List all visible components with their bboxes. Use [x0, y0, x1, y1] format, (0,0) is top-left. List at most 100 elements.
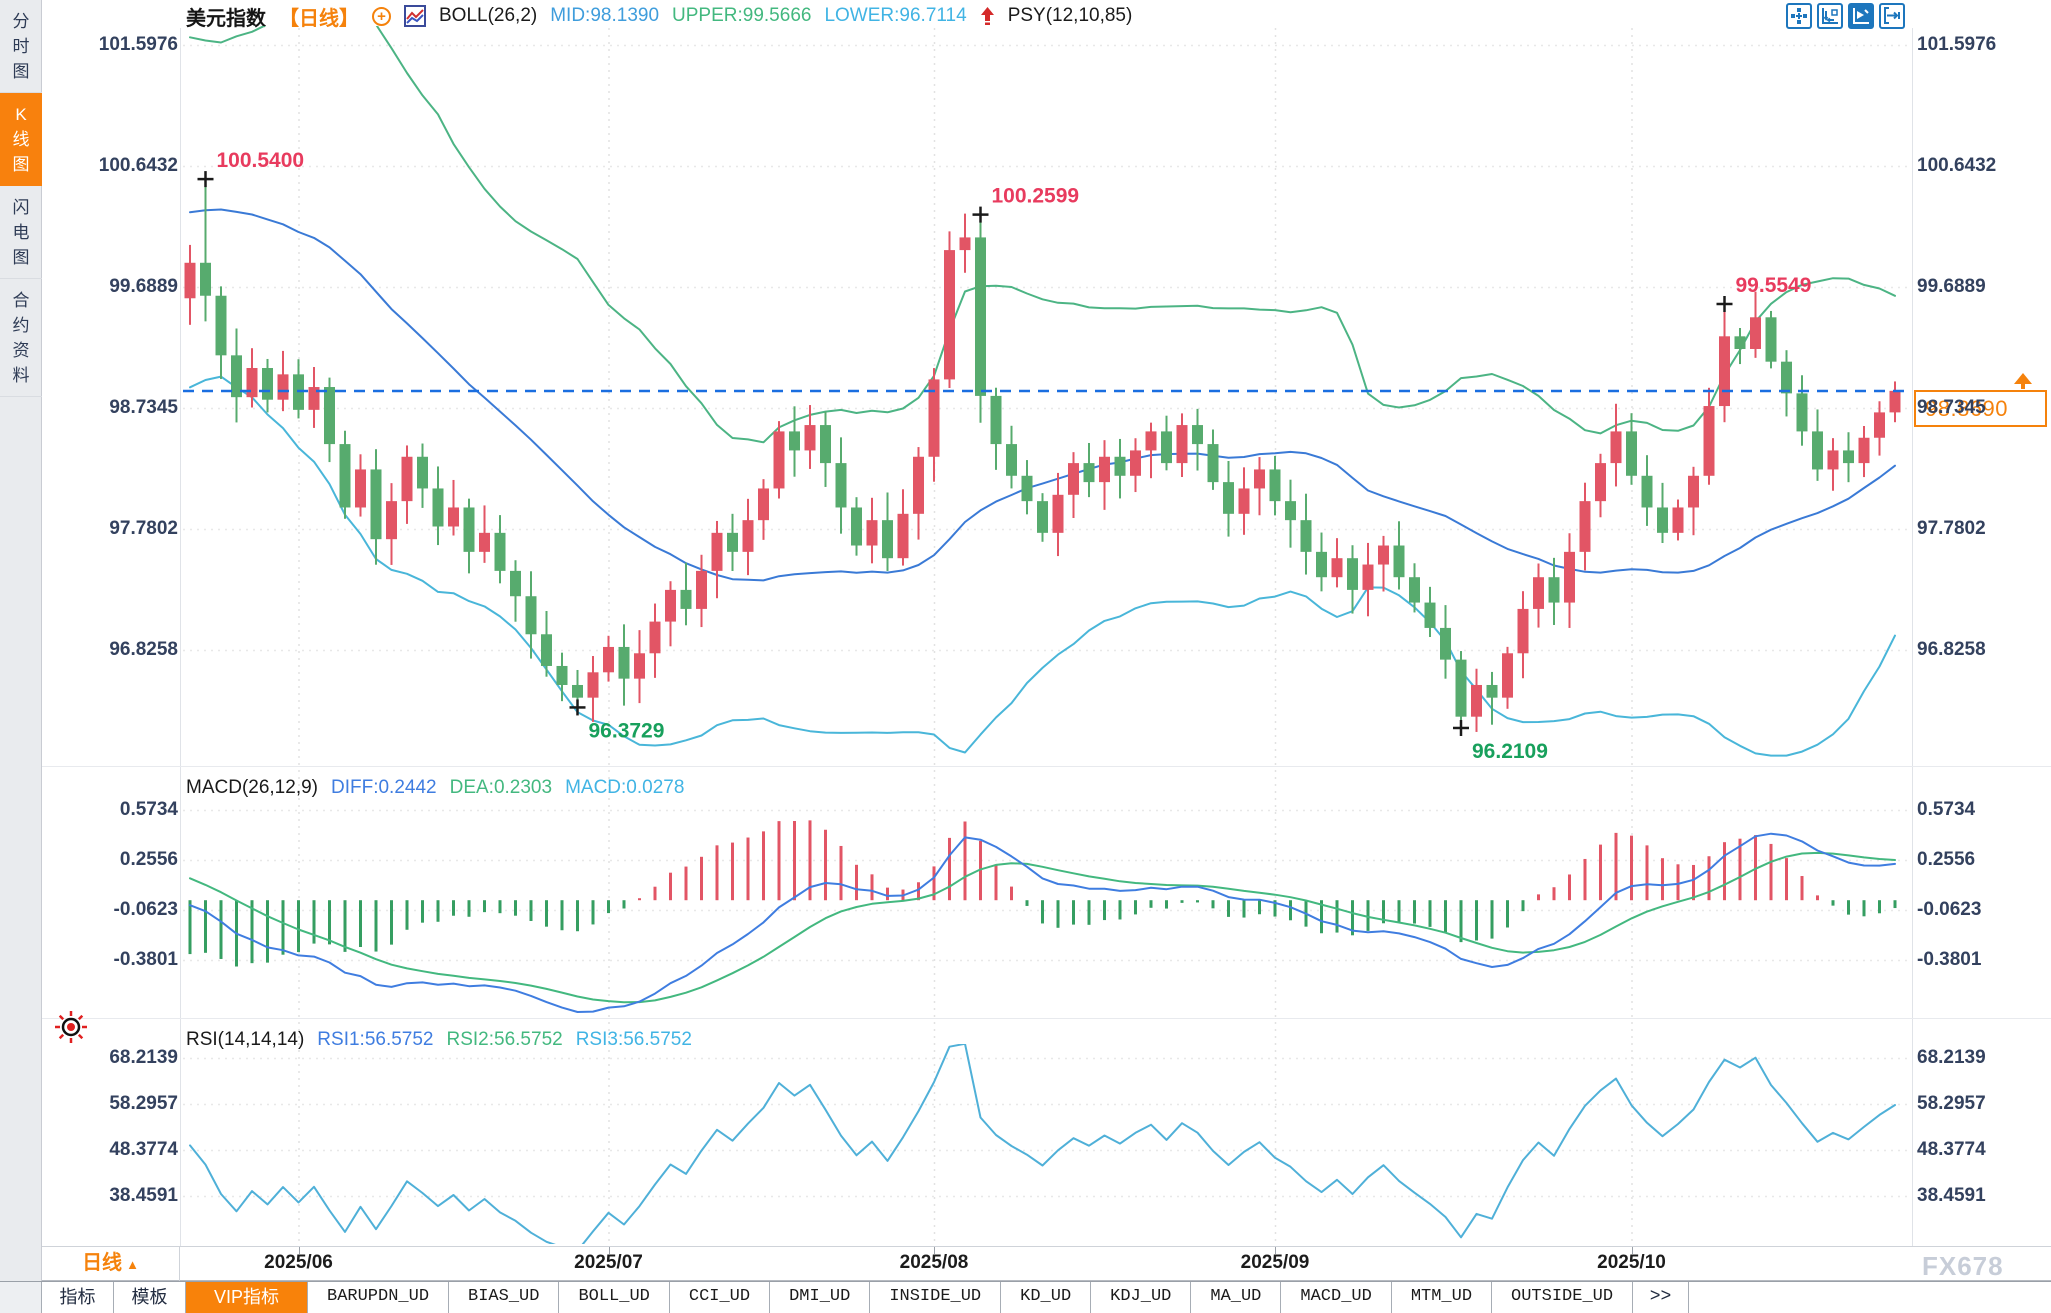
sun-settings-icon[interactable]	[52, 1008, 90, 1051]
period-label: 日线	[82, 1252, 123, 1274]
chart-header: 美元指数 【日线】 + BOLL(26,2) MID:98.1390 UPPER…	[186, 2, 1132, 30]
rsi2-value: RSI2:56.5752	[446, 1029, 563, 1050]
tab-bias_ud[interactable]: BIAS_UD	[449, 1282, 560, 1313]
tab-dmi_ud[interactable]: DMI_UD	[770, 1282, 871, 1313]
month-label: 2025/06	[264, 1252, 333, 1273]
y-axis-tick-label: -0.3801	[1917, 949, 1982, 970]
y-axis-tick-label: 99.6889	[109, 276, 178, 297]
watermark: FX678	[1922, 1251, 2004, 1281]
y-axis-tick-label: 96.8258	[109, 639, 178, 660]
month-label: 2025/09	[1240, 1252, 1310, 1273]
y-axis-tick-label: 0.2556	[119, 849, 178, 870]
month-label: 2025/10	[1597, 1252, 1666, 1273]
y-axis-tick-label: 96.8258	[1917, 639, 1986, 660]
add-indicator-icon[interactable]: +	[372, 6, 391, 26]
month-tick	[1275, 1247, 1276, 1254]
chart-toolbar	[1786, 3, 1905, 29]
tab-templates[interactable]: 模板	[114, 1282, 186, 1313]
y-axis-tick-label: 48.3774	[109, 1139, 178, 1160]
playback-icon[interactable]	[1848, 3, 1874, 29]
tab-macd_ud[interactable]: MACD_UD	[1281, 1282, 1392, 1313]
tab-kd_ud[interactable]: KD_UD	[1001, 1282, 1092, 1313]
boll-upper-value: UPPER:99.5666	[672, 5, 812, 26]
y-axis-tick-label: 0.5734	[119, 799, 178, 820]
y-axis-tick-label: 101.5976	[98, 34, 178, 55]
y-axis-tick-label: 98.7345	[109, 397, 178, 418]
boll-lower-value: LOWER:96.7114	[824, 5, 967, 26]
macd-diff-value: DIFF:0.2442	[331, 777, 437, 798]
y-axis-tick-label: 0.5734	[1917, 799, 1976, 820]
tab-barupdn_ud[interactable]: BARUPDN_UD	[308, 1282, 450, 1313]
indicator-tabbar: 指标 模板 VIP指标 BARUPDN_UD BIAS_UD BOLL_UD CCI_UD D…	[0, 1281, 2051, 1313]
boll-mid-value: MID:98.1390	[550, 5, 660, 26]
expand-right-icon[interactable]	[1879, 3, 1905, 29]
y-axis-tick-label: 101.5976	[1917, 34, 1997, 55]
y-axis-tick-label: 48.3774	[1917, 1139, 1986, 1160]
month-tick	[1631, 1247, 1633, 1254]
y-axis-tick-label: 58.2957	[109, 1093, 178, 1114]
macd-label: MACD(26,12,9)	[186, 777, 318, 798]
instrument-title: 美元指数	[186, 7, 266, 30]
tab-ma_ud[interactable]: MA_UD	[1191, 1282, 1282, 1313]
y-axis-tick-label: 58.2957	[1917, 1093, 1986, 1114]
crosshair-icon[interactable]	[1786, 3, 1812, 29]
y-axis-tick-label: 38.4591	[109, 1185, 178, 1206]
y-axis-tick-label: 98.7345	[1917, 397, 1986, 418]
tab-cci_ud[interactable]: CCI_UD	[670, 1282, 771, 1313]
month-tick	[934, 1247, 935, 1254]
tab-vip-indicators[interactable]: VIP指标	[186, 1282, 308, 1313]
tabbar-stub	[0, 1282, 42, 1313]
panel-separator-rsi	[42, 1018, 2051, 1019]
period-selector[interactable]: 日线 ▲	[42, 1247, 180, 1281]
tab-boll_ud[interactable]: BOLL_UD	[559, 1282, 670, 1313]
tab-inside_ud[interactable]: INSIDE_UD	[870, 1282, 1002, 1313]
sidebar-item-3[interactable]: 合约资料	[0, 279, 42, 397]
sidebar-item-2[interactable]: 闪电图	[0, 186, 42, 279]
y-axis-tick-label: -0.0623	[113, 899, 178, 920]
rsi1-value: RSI1:56.5752	[317, 1029, 434, 1050]
y-axis-tick-label: 0.2556	[1917, 849, 1976, 870]
month-tick	[298, 1247, 300, 1254]
tab-kdj_ud[interactable]: KDJ_UD	[1091, 1282, 1192, 1313]
rsi3-value: RSI3:56.5752	[575, 1029, 692, 1050]
rsi-label: RSI(14,14,14)	[186, 1029, 305, 1050]
rsi-header: RSI(14,14,14) RSI1:56.5752 RSI2:56.5752 …	[186, 1026, 692, 1054]
right-axis-separator	[1912, 28, 1913, 1246]
macd-header: MACD(26,12,9) DIFF:0.2442 DEA:0.2303 MAC…	[186, 774, 684, 802]
boll-label: BOLL(26,2)	[439, 5, 538, 26]
psy-label: PSY(12,10,85)	[1007, 5, 1133, 26]
month-tick	[608, 1247, 610, 1254]
month-label: 2025/07	[574, 1252, 643, 1273]
macd-macd-value: MACD:0.0278	[565, 777, 685, 798]
month-label: 2025/08	[899, 1252, 969, 1273]
price-annotation: 96.2109	[1472, 740, 1548, 763]
y-axis-tick-label: 68.2139	[1917, 1047, 1986, 1068]
price-up-arrow-icon	[2014, 373, 2032, 389]
panel-separator-macd	[42, 766, 2051, 767]
left-axis-separator	[180, 28, 181, 1246]
time-axis: 日线 ▲ 2025/06 2025/07 2025/08 2025/09 2025/10	[42, 1246, 2051, 1281]
tab-mtm_ud[interactable]: MTM_UD	[1392, 1282, 1493, 1313]
price-annotation: 96.3729	[589, 719, 665, 742]
tab-more[interactable]: >>	[1633, 1282, 1690, 1313]
tab-indicators[interactable]: 指标	[42, 1282, 114, 1313]
y-axis-tick-label: 97.7802	[1917, 518, 1986, 539]
y-axis-tick-label: 97.7802	[109, 518, 178, 539]
y-axis-tick-label: -0.3801	[113, 949, 178, 970]
tab-outside_ud[interactable]: OUTSIDE_UD	[1492, 1282, 1634, 1313]
current-price-box: 98.8690	[1914, 390, 2047, 427]
indicator-chart-icon	[404, 5, 426, 27]
y-axis-tick-label: 99.6889	[1917, 276, 1986, 297]
y-axis-tick-label: 68.2139	[109, 1047, 178, 1068]
y-axis-tick-label: 100.6432	[1917, 155, 1997, 176]
price-annotation: 99.5549	[1736, 274, 1812, 297]
period-dropdown-arrow-icon: ▲	[126, 1257, 139, 1272]
zoom-compress-icon[interactable]	[1817, 3, 1843, 29]
period-tag[interactable]: 【日线】	[279, 7, 359, 30]
price-annotation: 100.2599	[992, 185, 1080, 208]
sidebar-item-0[interactable]: 分时图	[0, 0, 42, 93]
